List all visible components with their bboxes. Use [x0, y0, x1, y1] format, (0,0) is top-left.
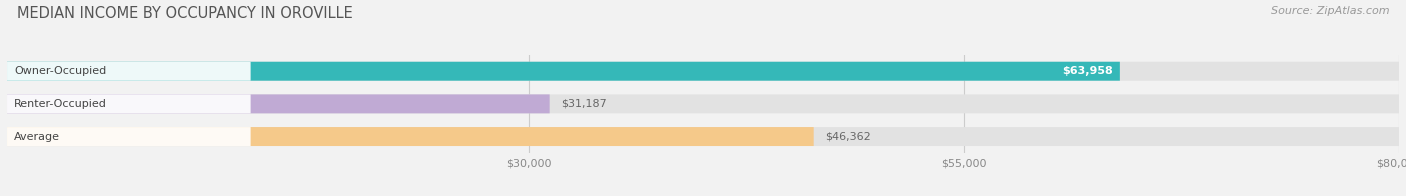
FancyBboxPatch shape [7, 62, 1119, 81]
FancyBboxPatch shape [7, 62, 250, 81]
FancyBboxPatch shape [7, 94, 550, 113]
FancyBboxPatch shape [7, 94, 1399, 113]
Text: Renter-Occupied: Renter-Occupied [14, 99, 107, 109]
FancyBboxPatch shape [7, 94, 250, 113]
FancyBboxPatch shape [7, 127, 814, 146]
FancyBboxPatch shape [7, 127, 250, 146]
Text: Source: ZipAtlas.com: Source: ZipAtlas.com [1271, 6, 1389, 16]
FancyBboxPatch shape [7, 127, 1399, 146]
Text: MEDIAN INCOME BY OCCUPANCY IN OROVILLE: MEDIAN INCOME BY OCCUPANCY IN OROVILLE [17, 6, 353, 21]
FancyBboxPatch shape [7, 62, 1399, 81]
Text: Average: Average [14, 132, 60, 142]
Text: $31,187: $31,187 [561, 99, 606, 109]
Text: $63,958: $63,958 [1062, 66, 1114, 76]
Text: $46,362: $46,362 [825, 132, 870, 142]
Text: Owner-Occupied: Owner-Occupied [14, 66, 107, 76]
